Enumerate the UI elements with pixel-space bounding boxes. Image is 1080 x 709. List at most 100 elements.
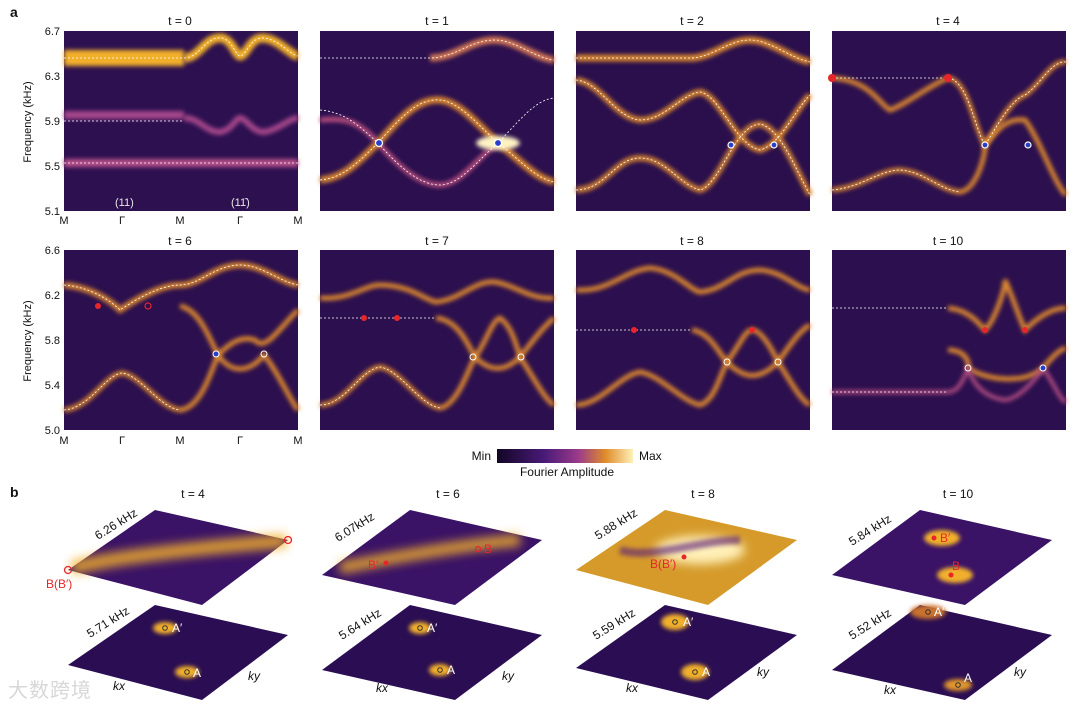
xtick: Γ: [237, 435, 243, 447]
a-label: A: [702, 665, 710, 679]
ytick: 5.1: [45, 206, 60, 218]
iso-plot-t8: B(B′) 5.88 kHz A′ A 5.59 kHz kx ky: [576, 506, 797, 700]
dirac-point-marker: [1024, 141, 1032, 149]
panel-b-titles: t = 4 t = 6 t = 8 t = 10: [181, 487, 973, 501]
heatmap-t10: [832, 250, 1068, 430]
lower-plane: [832, 605, 1052, 700]
a-label: A: [447, 663, 455, 677]
panel-title: t = 4: [936, 14, 960, 28]
b-label: B(B′): [650, 557, 676, 571]
a-prime-label: A′: [683, 615, 694, 629]
b-point-marker: [931, 535, 937, 541]
ytick: 6.2: [45, 290, 60, 302]
panel-title: t = 2: [680, 14, 704, 28]
dirac-point-marker: [493, 138, 503, 148]
heatmap-t8: [575, 250, 812, 430]
b-point-marker: [394, 315, 400, 321]
b-point-marker: [681, 554, 687, 560]
b-point-marker: [63, 565, 73, 575]
ytick: 5.5: [45, 161, 60, 173]
dirac-point-marker: [727, 141, 735, 149]
ytick: 5.9: [45, 116, 60, 128]
heatmap-t1: [319, 31, 555, 211]
b-point-marker: [948, 572, 954, 578]
panel-title: t = 0: [168, 14, 192, 28]
ky-label: ky: [248, 669, 261, 683]
dirac-point-marker: [981, 141, 989, 149]
b-label: B: [484, 542, 492, 556]
panel-title: t = 6: [436, 487, 460, 501]
b-point-marker: [283, 535, 293, 545]
xtick: M: [59, 215, 68, 227]
ytick: 6.3: [45, 71, 60, 83]
ky-label: ky: [757, 665, 770, 679]
b-point-marker: [631, 327, 637, 333]
a-prime-label: A′: [427, 621, 438, 635]
dirac-point-marker: [774, 358, 782, 366]
ytick: 5.4: [45, 380, 60, 392]
kx-label: kx: [626, 681, 639, 695]
xtick: M: [293, 215, 302, 227]
direction-label-11: (11): [115, 197, 134, 209]
dirac-point-marker: [964, 364, 972, 372]
ytick: 5.0: [45, 425, 60, 437]
upper-frequency: 6.07kHz: [332, 509, 377, 544]
panel-title: t = 8: [680, 234, 704, 248]
ytick: 6.6: [45, 245, 60, 257]
iso-plot-t6: B′ B 6.07kHz A′ A 5.64 kHz kx ky: [322, 509, 542, 700]
xtick: M: [175, 215, 184, 227]
kx-label: kx: [376, 681, 389, 695]
heatmap-t6: [63, 250, 301, 430]
heatmap-t7: [319, 250, 556, 430]
colorbar: Min Max Fourier Amplitude: [472, 449, 662, 479]
panel-a-letter: a: [10, 4, 18, 20]
xtick: Γ: [119, 215, 125, 227]
xtick: Γ: [237, 215, 243, 227]
panel-title: t = 1: [425, 14, 449, 28]
a-label: A: [964, 671, 972, 685]
colorbar-gradient: [497, 449, 633, 463]
ky-label: ky: [1014, 665, 1027, 679]
b-point-marker: [144, 302, 152, 310]
lower-plane: [68, 605, 288, 700]
heatmap-t4: [828, 31, 1068, 211]
row2-xticks: M Γ M Γ M: [59, 435, 302, 447]
ytick: 5.8: [45, 335, 60, 347]
b-point-marker: [95, 303, 101, 309]
dirac-point-marker: [770, 141, 778, 149]
dirac-point-marker: [212, 350, 220, 358]
b-point-marker: [383, 560, 389, 566]
dirac-point-marker: [374, 138, 384, 148]
b-point-marker: [361, 315, 367, 321]
dirac-point-marker: [260, 350, 268, 358]
colorbar-max: Max: [639, 449, 662, 463]
b-prime-label: B′: [368, 558, 379, 572]
ylabel-row1: Frequency (kHz): [22, 81, 34, 162]
lower-plane: [322, 605, 542, 700]
xtick: Γ: [119, 435, 125, 447]
kx-label: kx: [884, 683, 897, 697]
xtick: M: [59, 435, 68, 447]
dirac-point-marker: [723, 358, 731, 366]
a-prime-label: A′: [172, 621, 183, 635]
panel-title: t = 10: [943, 487, 974, 501]
b-prime-label: B′: [940, 531, 951, 545]
row1-xticks: M Γ M Γ M: [59, 215, 302, 227]
lower-plane: [576, 605, 797, 700]
panel-title: t = 6: [168, 234, 192, 248]
b-point-marker: [749, 327, 755, 333]
row2-yticks: 6.6 6.2 5.8 5.4 5.0: [45, 245, 60, 437]
b-point-marker: [944, 74, 952, 82]
iso-plot-t4: 6.26 kHz B(B′) A′ A 5.71 kHz kx ky: [46, 506, 293, 700]
b-point-marker: [828, 74, 836, 82]
panel-title: t = 8: [691, 487, 715, 501]
heatmap-t2: [575, 31, 813, 211]
b-point-marker: [982, 327, 988, 333]
xtick: M: [175, 435, 184, 447]
direction-label-11bar: (11̄): [231, 197, 250, 209]
dirac-point-marker: [1039, 364, 1047, 372]
ylabel-row2: Frequency (kHz): [22, 300, 34, 381]
dirac-point-marker: [469, 353, 477, 361]
b-label: B(B′): [46, 577, 72, 591]
